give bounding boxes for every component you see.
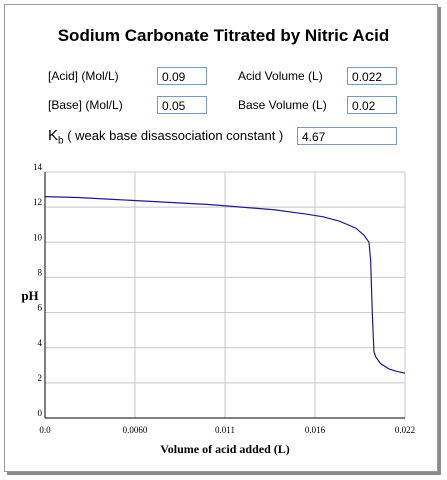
text-input[interactable]: 0.02	[347, 96, 397, 114]
x-tick-label: 0.0060	[123, 425, 148, 435]
label: [Base] (Mol/L)	[48, 98, 123, 112]
y-tick-label: 8	[38, 267, 43, 277]
y-tick-label: 6	[38, 303, 43, 313]
label-sub: b	[58, 135, 64, 147]
y-tick-label: 0	[38, 408, 43, 418]
label-k: K	[48, 127, 59, 144]
y-tick-label: 12	[33, 197, 42, 207]
label: [Acid] (Mol/L)	[48, 69, 119, 83]
x-tick-label: 0.011	[215, 425, 235, 435]
line	[44, 196, 406, 374]
label: Kb ( weak base disassociation constant )	[48, 127, 283, 147]
y-axis-label: pH	[21, 288, 38, 303]
label-rest: ( weak base disassociation constant )	[67, 128, 284, 143]
text-input[interactable]: 0.09	[157, 67, 207, 85]
text-input[interactable]: 0.022	[347, 67, 397, 85]
y-tick-label: 2	[38, 373, 43, 383]
y-tick-label: 14	[33, 162, 43, 172]
x-tick-label: 0.016	[305, 425, 326, 435]
title: Sodium Carbonate Titrated by Nitric Acid	[57, 26, 390, 45]
x-tick-label: 0.022	[395, 425, 415, 435]
x-tick-label: 0.0	[39, 425, 51, 435]
x-axis-label: Volume of acid added (L)	[160, 442, 290, 456]
label: Acid Volume (L)	[238, 69, 323, 83]
text-input[interactable]: 4.67	[297, 127, 397, 145]
text-input[interactable]: 0.05	[157, 96, 207, 114]
y-tick-label: 10	[33, 232, 43, 242]
label: Base Volume (L)	[238, 98, 327, 112]
y-tick-label: 4	[38, 338, 43, 348]
